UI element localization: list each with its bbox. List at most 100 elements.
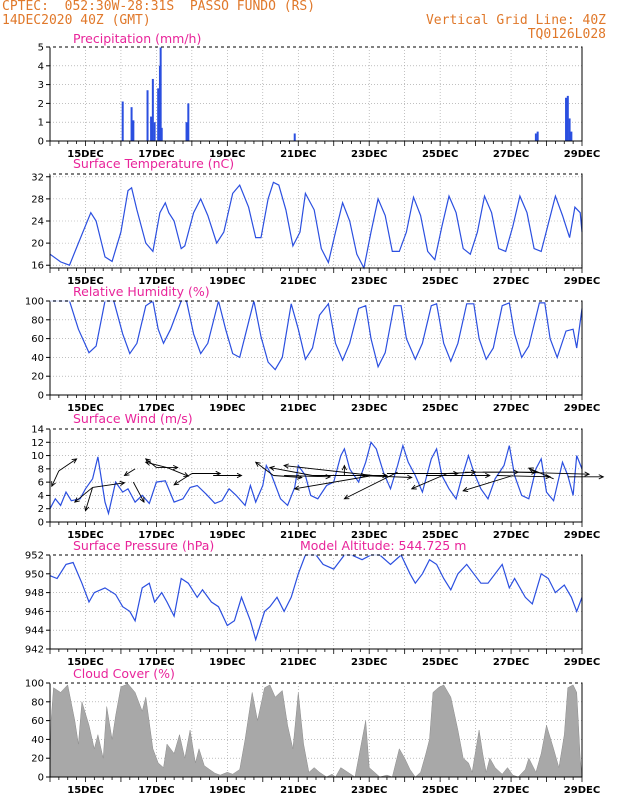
y-tick-label: 60 <box>31 716 44 727</box>
y-tick-label: 80 <box>31 697 44 708</box>
y-tick-label: 40 <box>31 353 44 364</box>
x-tick-label: 29DEC <box>564 276 600 287</box>
x-tick-label: 17DEC <box>138 785 174 796</box>
y-tick-label: 1 <box>38 118 44 129</box>
x-tick-label: 21DEC <box>280 149 316 160</box>
wind-arrow <box>518 471 591 477</box>
header-station: CPTEC: 052:30W-28:31S PASSO FUNDO (RS) <box>2 0 316 14</box>
header-grid-line: Vertical Grid Line: 40Z <box>425 13 606 28</box>
y-tick-label: 950 <box>25 569 44 580</box>
wind-arrow <box>425 472 491 479</box>
x-tick-label: 19DEC <box>209 530 245 541</box>
x-tick-label: 15DEC <box>67 657 103 668</box>
wind-arrow <box>123 468 136 477</box>
y-tick-label: 8 <box>38 464 44 475</box>
precip-bar <box>160 127 163 141</box>
precip-bar <box>293 133 296 141</box>
x-tick-label: 21DEC <box>280 403 316 414</box>
precip-bar <box>132 120 135 141</box>
precip-bar <box>121 101 124 141</box>
x-tick-label: 17DEC <box>138 403 174 414</box>
x-tick-label: 27DEC <box>493 530 529 541</box>
wind-arrow <box>283 463 373 476</box>
y-tick-label: 2 <box>38 99 44 110</box>
wind-arrow <box>527 467 554 480</box>
wind-arrow <box>268 465 313 476</box>
x-tick-label: 27DEC <box>493 403 529 414</box>
x-tick-label: 23DEC <box>351 530 387 541</box>
wind-arrow <box>343 471 398 500</box>
x-tick-label: 23DEC <box>351 657 387 668</box>
precip-bar <box>570 131 573 141</box>
pres-series-line <box>49 554 583 642</box>
precip-title: Precipitation (mm/h) <box>73 31 201 46</box>
precip-panel: 0 1 2 3 4 5 15DEC 17DEC 19DEC 21DEC 23DEC 25DEC 27DE… <box>38 31 601 160</box>
wind-arrow <box>132 481 145 503</box>
precip-bar <box>565 97 568 141</box>
x-tick-label: 15DEC <box>67 276 103 287</box>
header-model-code: TQ0126L028 <box>527 27 606 42</box>
y-tick-label: 5 <box>38 43 44 54</box>
pres-title: Surface Pressure (hPa) <box>73 538 214 553</box>
x-tick-label: 25DEC <box>422 276 458 287</box>
y-tick-label: 3 <box>38 80 44 91</box>
x-tick-label: 29DEC <box>564 530 600 541</box>
wind-arrow <box>144 460 168 468</box>
wind-arrow <box>84 487 93 512</box>
y-tick-label: 28 <box>31 194 44 205</box>
x-tick-label: 17DEC <box>138 276 174 287</box>
precip-bar <box>187 103 190 141</box>
y-tick-label: 4 <box>38 491 44 502</box>
wind-arrow <box>213 472 243 479</box>
wind-arrow <box>462 475 513 492</box>
y-tick-label: 40 <box>31 735 44 746</box>
y-tick-label: 2 <box>38 504 44 515</box>
wind-panel: 0 2 4 6 8 10 12 14 15DEC 17DEC 19DEC 21DEC 23DEC 25DE… <box>31 411 605 541</box>
x-tick-label: 19DEC <box>209 403 245 414</box>
x-tick-label: 21DEC <box>280 276 316 287</box>
y-tick-label: 946 <box>25 607 44 618</box>
x-tick-label: 23DEC <box>351 276 387 287</box>
x-tick-label: 25DEC <box>422 657 458 668</box>
y-tick-label: 100 <box>25 679 44 690</box>
y-tick-label: 14 <box>31 425 44 436</box>
temp-panel: 16 20 24 28 32 15DEC 17DEC 19DEC 21DEC 23DEC 25DEC… <box>31 156 600 287</box>
x-tick-label: 17DEC <box>138 657 174 668</box>
y-tick-label: 4 <box>38 61 44 72</box>
precip-bar <box>159 47 162 141</box>
x-tick-label: 19DEC <box>209 785 245 796</box>
x-tick-label: 25DEC <box>422 403 458 414</box>
x-tick-label: 15DEC <box>67 149 103 160</box>
precip-bar <box>130 107 133 141</box>
x-tick-label: 29DEC <box>564 657 600 668</box>
x-tick-label: 27DEC <box>493 785 529 796</box>
y-tick-label: 10 <box>31 451 44 462</box>
y-tick-label: 948 <box>25 588 44 599</box>
wind-arrow <box>173 473 193 486</box>
x-tick-label: 23DEC <box>351 149 387 160</box>
y-tick-label: 60 <box>31 334 44 345</box>
wind-title: Surface Wind (m/s) <box>73 411 193 426</box>
x-tick-label: 19DEC <box>209 149 245 160</box>
precip-bar <box>153 122 156 141</box>
x-tick-label: 21DEC <box>280 785 316 796</box>
rh-panel: 0 20 40 60 80 100 15DEC 17DEC 19DEC 21DEC 23DEC 25D… <box>25 284 600 414</box>
x-tick-label: 21DEC <box>280 657 316 668</box>
precip-frame <box>49 46 583 142</box>
precip-bar <box>568 118 571 141</box>
x-tick-label: 27DEC <box>493 657 529 668</box>
precip-bar <box>534 133 537 141</box>
x-tick-label: 27DEC <box>493 149 529 160</box>
wind-arrow <box>191 470 222 477</box>
rh-frame <box>49 300 583 396</box>
wind-arrow <box>386 470 459 477</box>
wind-series-line <box>49 440 583 516</box>
cloud-title: Cloud Cover (%) <box>73 666 175 681</box>
temp-series-line <box>49 181 583 270</box>
y-tick-label: 20 <box>31 754 44 765</box>
precip-bar <box>150 116 153 141</box>
precip-bar <box>151 78 154 141</box>
x-tick-label: 25DEC <box>422 785 458 796</box>
x-tick-label: 17DEC <box>138 149 174 160</box>
